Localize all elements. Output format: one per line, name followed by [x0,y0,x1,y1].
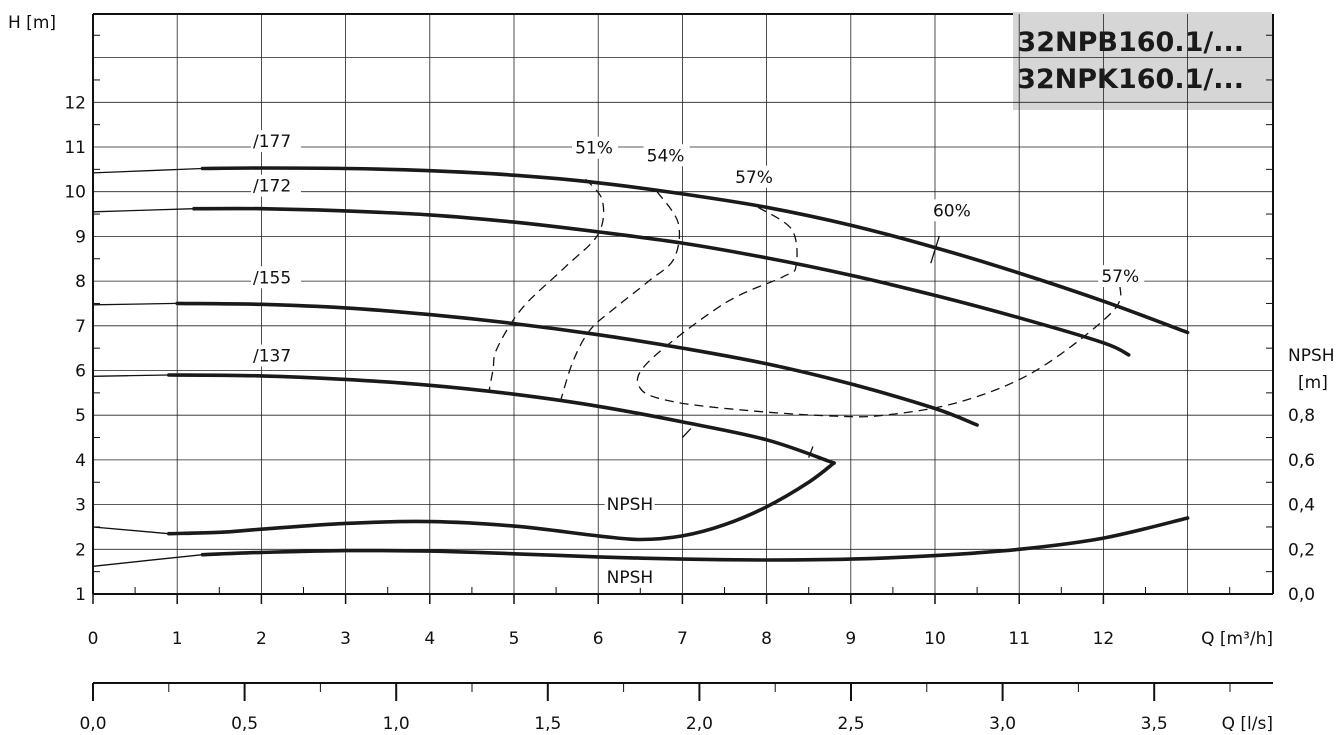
curve-labels: /177/172/155/137 NPSH NPSH 51% 54% 57% 60% 57% [250,130,1145,588]
head-curve-label-1: /172 [253,177,291,197]
y-tick-label-10: 11 [64,138,86,158]
efficiency-label-0: 51% [575,139,613,159]
x-tick-label-8: 8 [761,629,772,649]
npsh-curve-label-bg-0 [604,492,655,515]
y2-tick-label-3: 0,6 [1288,451,1315,471]
y-tick-label-9: 10 [64,183,86,203]
efficiency-label-1: 54% [647,146,685,166]
head-curve-label-bg-0 [250,130,301,152]
y-tick-label-3: 4 [75,451,86,471]
y2-tick-label-1: 0,2 [1288,540,1315,560]
plot-frame [92,13,1274,604]
x2-tick-label-4: 2,0 [686,714,713,734]
head-curve-2 [175,301,979,427]
y-tick-label-5: 6 [75,362,86,382]
y-axis-label: H [m] [8,13,56,33]
x-axis-label: Q [m³/h] [1201,629,1273,649]
y-tick-label-8: 9 [75,227,86,247]
chart-title-line-1: 32NPB160.1/... [1017,27,1244,58]
x-tick-label-12: 12 [1093,629,1115,649]
head-curve-lead-2 [92,302,178,306]
x-tick-label-3: 3 [340,629,351,649]
npsh-curve-lead-1 [92,554,203,567]
efficiency-label-bg-1 [643,144,690,167]
efficiency-label-bg-0 [571,136,618,159]
head-curve-label-bg-3 [250,344,301,367]
x-tick-label-7: 7 [677,629,688,649]
y-tick-label-0: 1 [75,585,86,605]
chart-title-box: 32NPB160.1/... 32NPK160.1/... [1013,12,1272,110]
head-curve-3 [167,373,836,465]
x2-tick-label-2: 1,0 [383,714,410,734]
x-tick-label-2: 2 [256,629,267,649]
chart-title-line-2: 32NPK160.1/... [1017,64,1244,95]
y2-tick-label-0: 0,0 [1288,585,1315,605]
x-tick-label-6: 6 [593,629,604,649]
x-tick-label-5: 5 [509,629,520,649]
y-tick-label-6: 7 [75,317,86,337]
x-tick-label-1: 1 [172,629,183,649]
efficiency-tick-0 [930,236,940,264]
x2-axis-label: Q [l/s] [1222,714,1273,734]
head-curve-1 [192,206,1131,357]
npsh-curve-0 [167,461,836,542]
y-tick-label-11: 12 [64,93,86,113]
x2-tick-label-5: 2,5 [837,714,864,734]
x-tick-label-0: 0 [88,629,99,649]
x2-tick-label-0: 0,0 [79,714,106,734]
efficiency-label-3: 60% [933,201,971,221]
head-curve-0 [200,166,1190,335]
y2-tick-label-2: 0,4 [1288,496,1315,516]
efficiency-label-bg-4 [1098,264,1145,287]
efficiency-tick-1 [681,428,692,438]
head-curve-lead-0 [92,167,203,174]
x2-tick-label-3: 1,5 [534,714,561,734]
y2-axis-label-line-1: NPSH [1288,346,1335,366]
efficiency-contour-1 [559,191,681,402]
x-tick-label-10: 10 [924,629,946,649]
head-curve-label-0: /177 [253,132,291,152]
y2-tick-label-4: 0,8 [1288,406,1315,426]
y-tick-label-4: 5 [75,406,86,426]
performance-curves [92,166,1190,567]
efficiency-label-bg-3 [929,199,976,222]
axes: 0 1 2 3 4 5 6 7 8 9 10 11 12 Q [m³/h]123456789101112H… [8,13,1335,734]
npsh-curve-label-bg-1 [604,565,655,588]
y2-axis-label-line-2: [m] [1298,373,1328,393]
head-curve-label-3: /137 [253,347,291,367]
y-tick-label-1: 2 [75,540,86,560]
efficiency-contour-2 [636,206,1122,418]
npsh-curve-label-1: NPSH [607,568,654,588]
head-curve-lead-1 [92,208,195,213]
x2-tick-label-7: 3,5 [1141,714,1168,734]
x2-tick-label-6: 3,0 [989,714,1016,734]
head-curve-lead-3 [92,374,169,377]
efficiency-label-bg-2 [731,165,778,188]
head-curve-label-bg-1 [250,174,301,197]
head-curve-label-bg-2 [250,266,301,289]
head-curve-label-2: /155 [253,268,291,288]
y-tick-label-7: 8 [75,272,86,292]
x-tick-label-9: 9 [845,629,856,649]
x2-tick-label-1: 0,5 [231,714,258,734]
efficiency-label-2: 57% [735,168,773,188]
efficiency-contour-0 [488,178,605,394]
npsh-curve-1 [200,516,1190,562]
npsh-curve-label-0: NPSH [607,495,654,515]
y-tick-label-2: 3 [75,496,86,516]
npsh-curve-lead-0 [92,526,169,535]
x-tick-label-11: 11 [1008,629,1030,649]
efficiency-label-4: 57% [1101,267,1139,287]
x-tick-label-4: 4 [424,629,435,649]
